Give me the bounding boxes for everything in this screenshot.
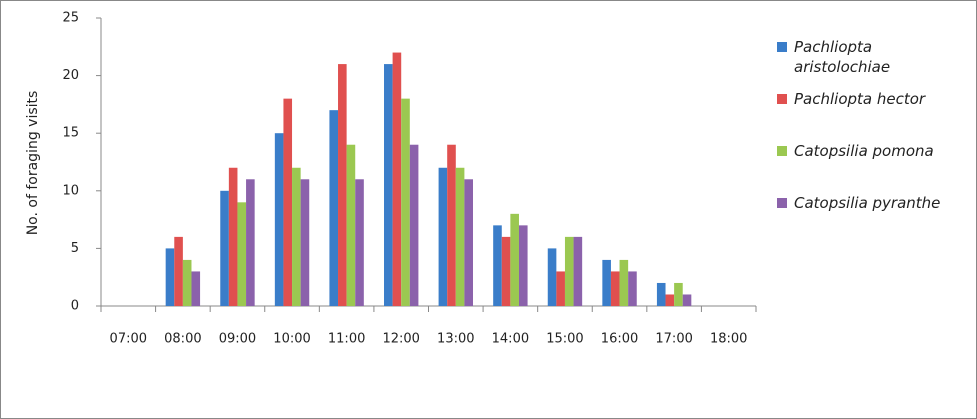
x-tick-label: 07:00 [110,332,147,347]
x-tick-label: 10:00 [273,332,310,347]
bar [346,144,356,306]
legend-swatch [777,42,787,52]
bar [556,271,565,306]
y-tick-label: 25 [62,11,79,26]
bar [300,179,310,306]
y-tick-label: 20 [62,68,79,83]
legend-swatch [777,198,787,208]
x-tick-label: 14:00 [492,332,529,347]
legend-item: Catopsilia pyranthe [774,193,959,245]
bar [401,98,410,306]
bar [493,225,502,306]
bar [220,190,229,306]
legend-label: Catopsilia pyranthe [794,194,941,212]
bar [228,167,238,306]
x-tick-label: 13:00 [437,332,474,347]
x-tick-label: 12:00 [382,332,419,347]
y-tick-label: 5 [71,241,79,256]
bar [182,259,192,306]
bar [501,236,511,306]
legend-item: Pachliopta aristolochiae [774,37,959,89]
bar [165,248,175,306]
bar [682,294,692,306]
bar [355,179,364,306]
y-tick-label: 10 [62,183,79,198]
legend-label: Catopsilia pomona [794,142,934,160]
bar [191,271,201,306]
bar [665,294,675,306]
x-tick-label: 16:00 [601,332,638,347]
x-tick-label: 17:00 [655,332,692,347]
bar [384,64,393,306]
bar [518,225,528,306]
legend-item: Catopsilia pomona [774,141,959,193]
x-tick-label: 09:00 [219,332,256,347]
bar [409,144,419,306]
y-tick-label: 15 [62,126,79,141]
legend-label: Pachliopta aristolochiae [794,38,891,76]
bar [237,202,247,306]
bar [674,282,683,306]
bar [338,64,347,306]
bar [573,236,583,306]
legend: Pachliopta aristolochiae Pachliopta hecto… [774,37,959,245]
bar [464,179,473,306]
y-tick-label: 0 [71,299,79,314]
bar [246,179,255,306]
x-tick-label: 08:00 [164,332,201,347]
bar [547,248,557,306]
bar [619,259,629,306]
legend-swatch [777,94,787,104]
bar [438,167,448,306]
bar [564,236,574,306]
bar [329,110,339,306]
legend-swatch [777,146,787,156]
bar [656,282,666,306]
bar [602,259,611,306]
bar [292,167,301,306]
legend-item: Pachliopta hector [774,89,959,141]
bar [455,167,465,306]
bar [628,271,637,306]
x-tick-label: 11:00 [328,332,365,347]
legend-label: Pachliopta hector [794,90,926,108]
bar [610,271,620,306]
bar [283,98,293,306]
bar [510,213,519,306]
x-tick-label: 15:00 [546,332,583,347]
y-axis-label: No. of foraging visits [25,91,41,236]
x-tick-label: 18:00 [710,332,747,347]
bar [174,236,183,306]
bar [274,133,284,306]
bar [392,52,402,307]
bar [447,144,456,306]
